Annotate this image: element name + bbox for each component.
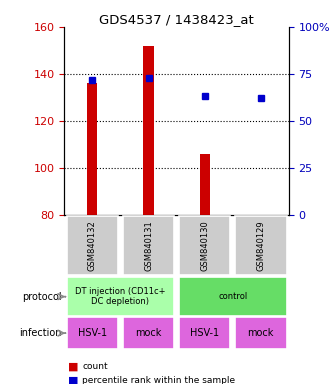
- Polygon shape: [179, 216, 230, 275]
- Text: DT injection (CD11c+
DC depletion): DT injection (CD11c+ DC depletion): [75, 287, 166, 306]
- Polygon shape: [123, 216, 174, 275]
- Polygon shape: [123, 318, 174, 349]
- Text: control: control: [218, 292, 247, 301]
- Text: percentile rank within the sample: percentile rank within the sample: [82, 376, 236, 384]
- Polygon shape: [235, 318, 286, 349]
- Text: GSM840130: GSM840130: [200, 220, 209, 271]
- Text: count: count: [82, 362, 108, 371]
- Bar: [144, 46, 153, 215]
- Bar: [87, 83, 97, 215]
- Polygon shape: [67, 277, 174, 316]
- Text: HSV-1: HSV-1: [78, 328, 107, 338]
- Text: ■: ■: [68, 375, 78, 384]
- Title: GDS4537 / 1438423_at: GDS4537 / 1438423_at: [99, 13, 254, 26]
- Text: infection: infection: [19, 328, 61, 338]
- Text: GSM840132: GSM840132: [88, 220, 97, 271]
- Polygon shape: [179, 318, 230, 349]
- Polygon shape: [179, 277, 286, 316]
- Text: ■: ■: [68, 362, 78, 372]
- Text: mock: mock: [248, 328, 274, 338]
- Polygon shape: [67, 216, 118, 275]
- Polygon shape: [67, 318, 118, 349]
- Text: GSM840129: GSM840129: [256, 220, 265, 271]
- Text: mock: mock: [135, 328, 162, 338]
- Polygon shape: [235, 216, 286, 275]
- Text: HSV-1: HSV-1: [190, 328, 219, 338]
- Text: GSM840131: GSM840131: [144, 220, 153, 271]
- Bar: [200, 154, 210, 215]
- Text: protocol: protocol: [22, 291, 61, 302]
